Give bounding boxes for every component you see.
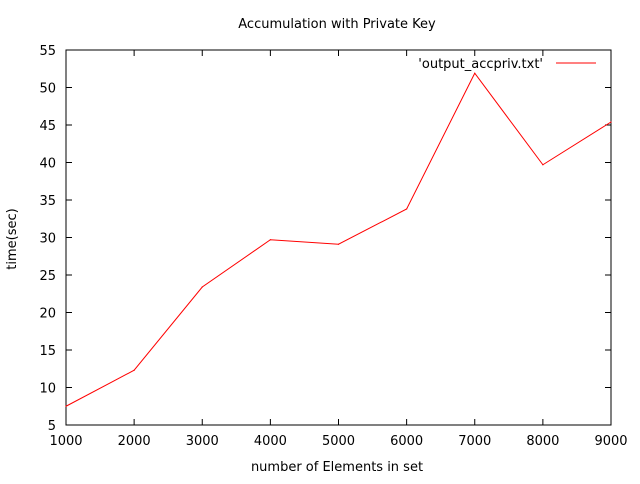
data-point bbox=[269, 239, 271, 241]
x-tick-label: 7000 bbox=[458, 434, 491, 449]
data-point bbox=[201, 286, 203, 288]
x-tick-label: 8000 bbox=[526, 434, 559, 449]
x-tick-label: 6000 bbox=[390, 434, 423, 449]
plot-frame bbox=[65, 49, 612, 426]
series-layer bbox=[65, 72, 612, 407]
y-tick-label: 35 bbox=[39, 194, 56, 209]
data-point bbox=[133, 369, 135, 371]
x-tick-label: 1000 bbox=[49, 434, 82, 449]
y-tick-label: 10 bbox=[39, 382, 56, 397]
y-tick-label: 15 bbox=[39, 344, 56, 359]
chart-title: Accumulation with Private Key bbox=[238, 17, 436, 32]
y-tick-label: 5 bbox=[48, 419, 56, 434]
data-point bbox=[406, 208, 408, 210]
data-point bbox=[542, 164, 544, 166]
legend-label: 'output_accpriv.txt' bbox=[418, 57, 543, 72]
data-point bbox=[610, 121, 612, 123]
y-tick-label: 40 bbox=[39, 157, 56, 172]
y-tick-label: 50 bbox=[39, 82, 56, 97]
data-point bbox=[65, 405, 67, 407]
data-point bbox=[474, 72, 476, 74]
series-line bbox=[65, 72, 612, 407]
x-tick-label: 3000 bbox=[186, 434, 219, 449]
y-tick-label: 45 bbox=[39, 119, 56, 134]
y-tick-label: 30 bbox=[39, 232, 56, 247]
x-tick-label: 4000 bbox=[254, 434, 287, 449]
x-axis-label: number of Elements in set bbox=[251, 460, 423, 475]
axis-ticks: 5 10 15 20 25 30 35 40 45 50 55 1000 2000 3000 4000 500… bbox=[39, 44, 627, 449]
data-point bbox=[337, 243, 340, 245]
x-tick-label: 2000 bbox=[118, 434, 151, 449]
legend: 'output_accpriv.txt' bbox=[418, 57, 596, 72]
y-tick-label: 25 bbox=[39, 269, 56, 284]
y-tick-label: 20 bbox=[39, 307, 56, 322]
x-tick-label: 9000 bbox=[594, 434, 627, 449]
y-tick-label: 55 bbox=[39, 44, 56, 59]
x-tick-label: 5000 bbox=[322, 434, 355, 449]
y-axis-label: time(sec) bbox=[5, 208, 20, 269]
